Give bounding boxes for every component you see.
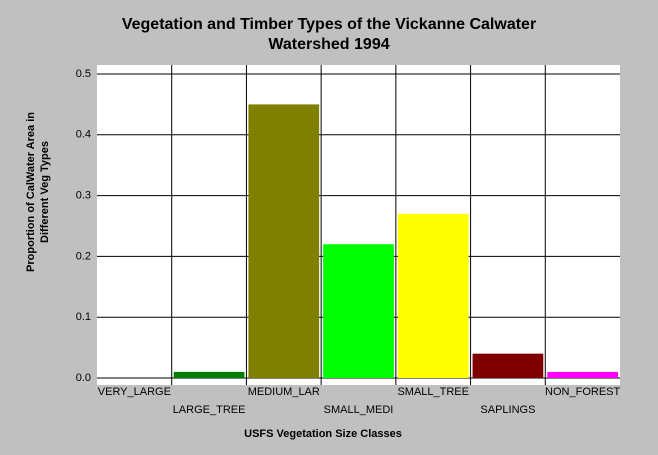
y-axis-label: Different Veg Types	[39, 141, 51, 243]
bar	[248, 104, 320, 379]
y-tick-label: 0.4	[76, 129, 91, 141]
x-tick-label: SMALL_MEDI	[324, 404, 394, 416]
x-tick-label: MEDIUM_LAR	[248, 386, 320, 398]
y-tick-label: 0.1	[76, 311, 91, 323]
x-axis-label: USFS Vegetation Size Classes	[244, 428, 402, 440]
x-tick-label: LARGE_TREE	[173, 404, 246, 416]
y-tick-label: 0.0	[76, 372, 91, 384]
y-axis-label: Proportion of CalWater Area in	[25, 112, 37, 272]
y-tick-label: 0.2	[76, 250, 91, 262]
x-tick-label: VERY_LARGE	[98, 386, 171, 398]
x-tick-label: NON_FOREST	[545, 386, 620, 398]
x-tick-label: SMALL_TREE	[397, 386, 469, 398]
y-tick-label: 0.5	[76, 68, 91, 80]
bar	[472, 353, 544, 378]
x-tick-label: SAPLINGS	[480, 404, 535, 416]
bar	[323, 244, 394, 378]
bar	[173, 371, 245, 378]
y-tick-label: 0.3	[76, 190, 91, 202]
chart-title: Watershed 1994	[268, 36, 389, 53]
chart-title: Vegetation and Timber Types of the Vicka…	[122, 16, 536, 33]
bar	[547, 371, 618, 378]
bar	[397, 213, 469, 378]
